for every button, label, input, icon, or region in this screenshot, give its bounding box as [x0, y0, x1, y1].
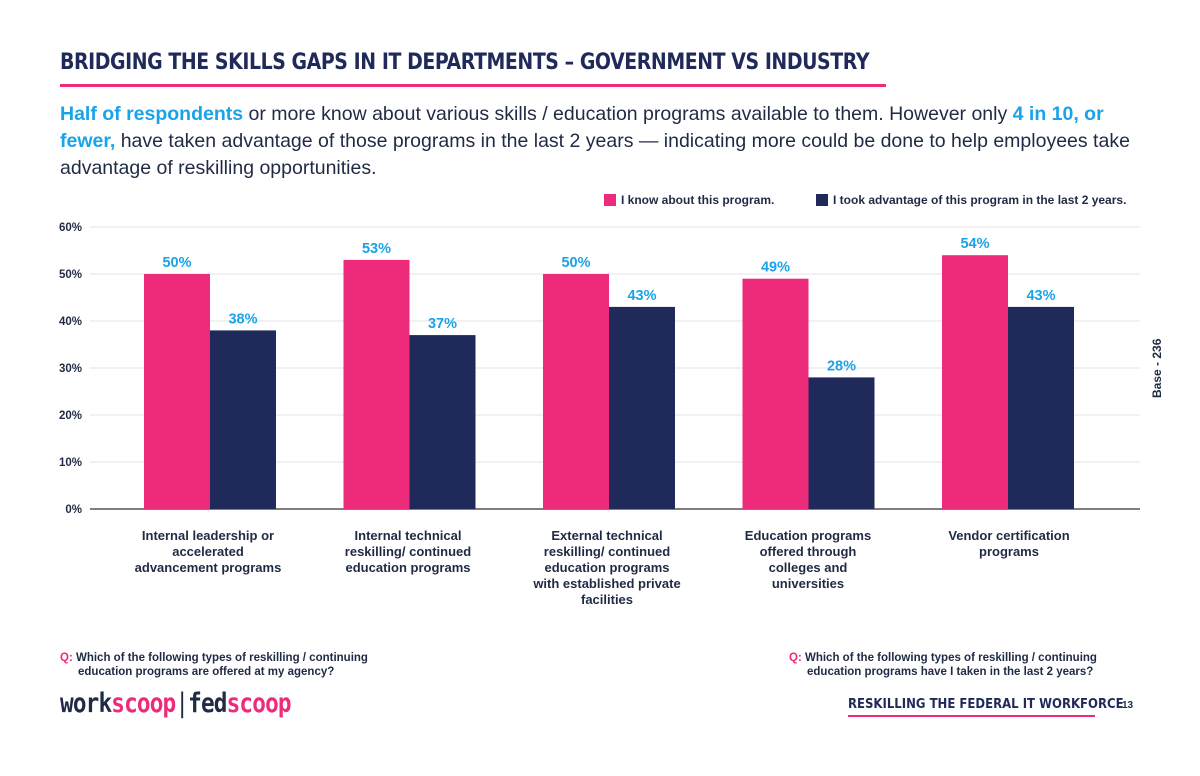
- bar: [543, 274, 609, 509]
- legend-label-know: I know about this program.: [621, 193, 775, 207]
- y-tick-label: 50%: [59, 269, 82, 281]
- question-right-line2: education programs have I taken in the l…: [807, 666, 1094, 678]
- question-left: Q: Which of the following types of reski…: [60, 651, 368, 679]
- bar: [343, 259, 410, 509]
- bar: [609, 306, 675, 509]
- bar: [144, 274, 210, 509]
- data-label: 49%: [761, 260, 790, 276]
- bar: [942, 255, 1008, 509]
- legend-swatch-navy: [816, 194, 828, 206]
- category-label-3: Education programs offered through colle…: [744, 528, 872, 591]
- legend-swatch-pink: [604, 194, 616, 206]
- category-label-1: Internal technical reskilling/ continued…: [344, 528, 472, 575]
- bar: [210, 330, 276, 509]
- y-tick-label: 20%: [59, 410, 82, 422]
- y-tick-label: 30%: [59, 363, 82, 375]
- data-label: 53%: [362, 241, 391, 257]
- page-number: 13: [1122, 700, 1134, 711]
- legend-label-took: I took advantage of this program in the …: [833, 193, 1127, 207]
- data-label: 43%: [627, 288, 656, 304]
- question-right: Q: Which of the following types of reski…: [789, 651, 1097, 679]
- data-label: 43%: [1026, 288, 1055, 304]
- bar: [742, 278, 809, 509]
- legend-item-took: I took advantage of this program in the …: [816, 193, 1126, 207]
- base-note: Base - 236: [1150, 338, 1164, 398]
- data-label: 37%: [428, 316, 457, 332]
- category-label-2: External technical reskilling/ continued…: [533, 528, 681, 607]
- data-label: 50%: [162, 255, 191, 271]
- intro-text-1: or more know about various skills / educ…: [243, 103, 1013, 125]
- question-left-line2: education programs are offered at my age…: [78, 666, 335, 678]
- intro-highlight-1: Half of respondents: [60, 103, 244, 125]
- intro-text-2: have taken advantage of those programs i…: [60, 130, 1130, 179]
- data-label: 54%: [960, 236, 989, 252]
- workscoop-fedscoop-logo: workscoop|fedscoop: [60, 688, 292, 719]
- category-label-0: Internal leadership or accelerated advan…: [134, 528, 282, 575]
- category-label-4: Vendor certification programs: [948, 528, 1070, 559]
- page-title: BRIDGING THE SKILLS GAPS IN IT DEPARTMEN…: [60, 50, 870, 75]
- data-label: 28%: [827, 358, 856, 374]
- question-left-key: Q:: [60, 652, 73, 664]
- y-tick-label: 10%: [59, 457, 82, 469]
- y-tick-label: 40%: [59, 316, 82, 328]
- title-underline: [60, 84, 886, 87]
- legend-item-know: I know about this program.: [604, 193, 774, 207]
- question-right-line1: Which of the following types of reskilli…: [804, 652, 1097, 664]
- footer-report-title: RESKILLING THE FEDERAL IT WORKFORCE: [848, 697, 1124, 712]
- y-tick-label: 60%: [59, 222, 82, 234]
- footer-underline: [848, 715, 1095, 717]
- question-left-line1: Which of the following types of reskilli…: [75, 652, 368, 664]
- bar: [409, 335, 476, 509]
- question-right-key: Q:: [789, 652, 802, 664]
- data-label: 50%: [561, 255, 590, 271]
- data-label: 38%: [228, 311, 257, 327]
- intro-highlight-2: 4 in 10, or fewer,: [60, 103, 1104, 152]
- intro-paragraph: Half of respondents or more know about v…: [60, 101, 1160, 182]
- y-tick-label: 0%: [65, 504, 82, 516]
- bar: [808, 377, 875, 509]
- bar: [1008, 306, 1074, 509]
